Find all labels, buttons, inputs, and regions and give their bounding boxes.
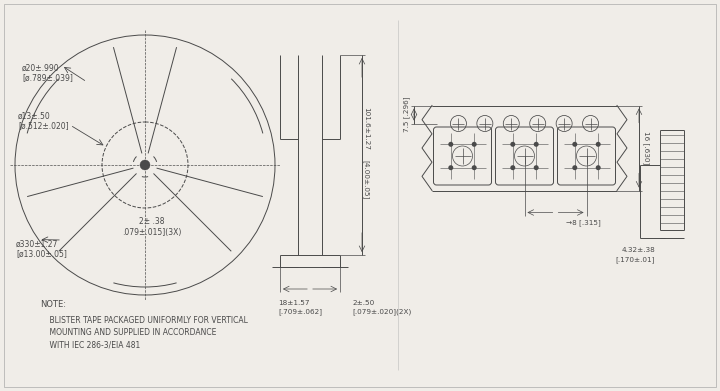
Text: BLISTER TAPE PACKAGED UNIFORMLY FOR VERTICAL: BLISTER TAPE PACKAGED UNIFORMLY FOR VERT… [40,316,248,325]
Circle shape [472,165,477,170]
Circle shape [449,142,454,147]
Circle shape [595,165,600,170]
Circle shape [510,142,516,147]
Text: ø20±.990: ø20±.990 [22,63,60,72]
Circle shape [472,142,477,147]
Text: 2± .38: 2± .38 [139,217,165,226]
Text: 4.32±.38: 4.32±.38 [621,247,655,253]
Circle shape [449,165,454,170]
Circle shape [534,165,539,170]
Text: [4.00±.05]: [4.00±.05] [363,160,369,199]
Text: 7.5 [.296]: 7.5 [.296] [403,97,410,132]
Text: MOUNTING AND SUPPLIED IN ACCORDANCE: MOUNTING AND SUPPLIED IN ACCORDANCE [40,328,217,337]
Text: ø13±.50: ø13±.50 [18,111,50,120]
Text: [.079±.020](2X): [.079±.020](2X) [352,308,411,316]
Text: [.709±.062]: [.709±.062] [278,308,322,316]
Text: [.170±.01]: [.170±.01] [616,256,655,264]
Circle shape [534,142,539,147]
Circle shape [510,165,516,170]
Text: .079±.015](3X): .079±.015](3X) [122,228,181,237]
Circle shape [595,142,600,147]
Text: 16 [.630]: 16 [.630] [643,131,649,165]
Text: [ø.512±.020]: [ø.512±.020] [18,122,68,131]
Text: [ø13.00±.05]: [ø13.00±.05] [16,249,67,258]
Text: WITH IEC 286-3/EIA 481: WITH IEC 286-3/EIA 481 [40,340,140,349]
Circle shape [572,165,577,170]
Circle shape [140,160,150,170]
Text: 101.6±1.27: 101.6±1.27 [363,107,369,150]
Circle shape [143,163,147,167]
Text: [ø.789±.039]: [ø.789±.039] [22,74,73,83]
Text: →8 [.315]: →8 [.315] [565,219,600,226]
Text: NOTE:: NOTE: [40,300,66,309]
Text: 2±.50: 2±.50 [352,300,374,306]
Circle shape [572,142,577,147]
Text: 18±1.57: 18±1.57 [278,300,310,306]
Text: ø330±1.27: ø330±1.27 [16,240,58,249]
